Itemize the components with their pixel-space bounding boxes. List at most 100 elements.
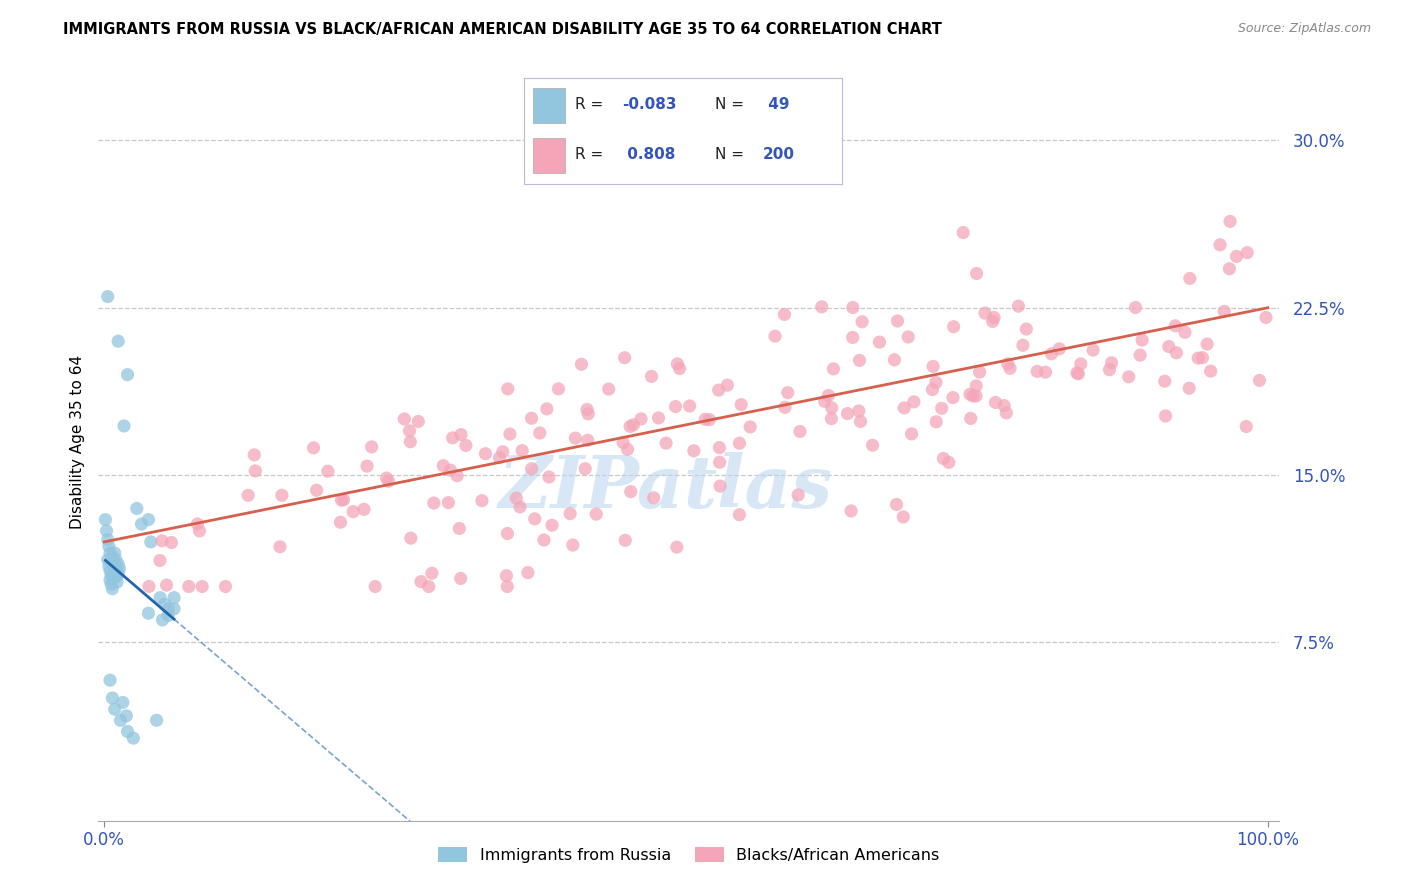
Point: [862, 438, 884, 452]
Point: [474, 447, 496, 461]
Point: [716, 378, 738, 392]
Point: [243, 448, 266, 462]
Point: [214, 580, 236, 594]
Point: [157, 602, 180, 616]
Point: [94, 512, 117, 526]
Point: [131, 517, 153, 532]
Point: [925, 376, 948, 390]
Point: [145, 714, 167, 728]
Point: [837, 407, 859, 421]
Point: [138, 580, 160, 594]
Point: [1178, 271, 1201, 285]
Point: [420, 566, 443, 581]
Point: [699, 412, 721, 426]
Point: [188, 524, 211, 538]
Point: [682, 443, 704, 458]
Point: [810, 300, 832, 314]
Point: [1129, 348, 1152, 362]
Point: [1249, 374, 1271, 388]
Point: [537, 470, 560, 484]
Point: [1174, 326, 1197, 340]
Point: [1213, 304, 1236, 318]
Point: [616, 442, 638, 457]
Point: [1070, 357, 1092, 371]
Point: [529, 425, 551, 440]
Point: [394, 412, 416, 426]
Point: [432, 458, 454, 473]
Point: [668, 361, 690, 376]
Legend: Immigrants from Russia, Blacks/African Americans: Immigrants from Russia, Blacks/African A…: [432, 840, 946, 870]
Point: [709, 441, 731, 455]
Point: [547, 382, 569, 396]
Point: [965, 379, 987, 393]
Point: [399, 434, 422, 449]
Point: [965, 389, 987, 403]
Point: [981, 314, 1004, 328]
Point: [496, 382, 519, 396]
Text: ZIPatlas: ZIPatlas: [498, 451, 832, 523]
Point: [98, 546, 121, 560]
Point: [149, 591, 172, 605]
Point: [98, 673, 121, 688]
Point: [576, 434, 599, 448]
Point: [505, 491, 527, 505]
Point: [1125, 301, 1147, 315]
Text: Source: ZipAtlas.com: Source: ZipAtlas.com: [1237, 22, 1371, 36]
Point: [576, 402, 599, 417]
Point: [621, 417, 644, 432]
Point: [516, 566, 538, 580]
Point: [492, 445, 515, 459]
Point: [122, 731, 145, 746]
Point: [1118, 369, 1140, 384]
Point: [153, 598, 176, 612]
Point: [893, 401, 915, 415]
Point: [998, 361, 1021, 376]
Point: [177, 580, 200, 594]
Point: [891, 510, 914, 524]
Point: [138, 607, 160, 621]
Point: [823, 362, 845, 376]
Point: [329, 515, 352, 529]
Point: [883, 352, 905, 367]
Point: [1067, 367, 1090, 381]
Point: [245, 464, 267, 478]
Point: [763, 329, 786, 343]
Point: [117, 368, 139, 382]
Point: [1191, 351, 1213, 365]
Point: [848, 404, 870, 418]
Point: [269, 540, 291, 554]
Point: [612, 435, 634, 450]
Point: [707, 383, 730, 397]
Point: [316, 464, 339, 478]
Point: [332, 492, 354, 507]
Point: [108, 562, 131, 576]
Point: [105, 568, 128, 582]
Point: [842, 301, 865, 315]
Point: [1130, 333, 1153, 347]
Point: [496, 580, 519, 594]
Point: [1012, 338, 1035, 352]
Point: [111, 696, 134, 710]
Point: [1197, 337, 1219, 351]
Point: [571, 357, 593, 371]
Point: [523, 512, 546, 526]
Point: [437, 495, 460, 509]
Point: [787, 488, 810, 502]
Point: [439, 463, 461, 477]
Point: [409, 574, 432, 589]
Point: [821, 401, 844, 415]
Point: [98, 573, 121, 587]
Point: [104, 546, 127, 560]
Point: [157, 608, 180, 623]
Point: [1047, 342, 1070, 356]
Point: [105, 575, 128, 590]
Point: [441, 431, 464, 445]
Point: [398, 424, 420, 438]
Point: [155, 578, 177, 592]
Point: [938, 455, 960, 469]
Point: [630, 412, 652, 426]
Point: [1234, 419, 1257, 434]
Point: [541, 518, 564, 533]
Point: [730, 398, 752, 412]
Point: [115, 708, 138, 723]
